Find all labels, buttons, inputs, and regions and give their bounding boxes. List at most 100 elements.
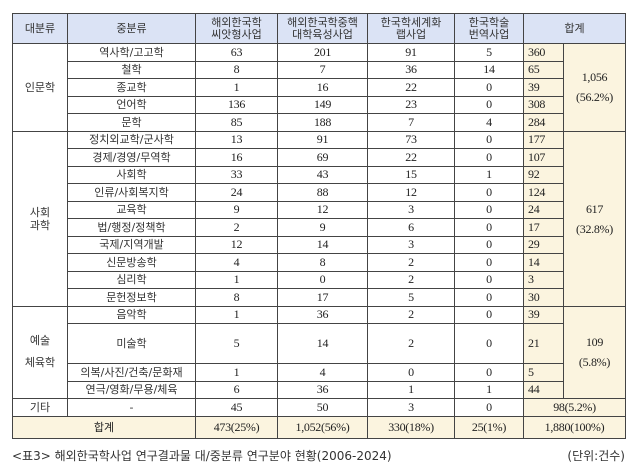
table-row: 예술 체육학 음악학 1 36 2 0 39 109 (5.8%) xyxy=(12,305,626,399)
minor-category: 국제/지역개발 xyxy=(67,235,196,254)
header-line: 해외한국학 xyxy=(211,15,262,29)
value-translation: 0 xyxy=(454,305,524,324)
major-line: 사회 xyxy=(29,205,51,219)
value-core: 12 xyxy=(277,200,368,219)
total-core: 1,052(56%) xyxy=(277,415,368,439)
value-core: 0 xyxy=(277,270,368,289)
value-core: 7 xyxy=(277,60,368,79)
value-lab: 2 xyxy=(367,323,455,364)
value-lab: 2 xyxy=(367,253,455,272)
header-minor-category: 중분류 xyxy=(67,13,196,44)
value-translation: 0 xyxy=(454,95,524,114)
value-core: 4 xyxy=(277,363,368,382)
major-line: 체육학 xyxy=(24,356,56,370)
value-core: 16 xyxy=(277,78,368,97)
table-row: 문학 85 188 7 4 284 xyxy=(13,113,626,132)
value-seed: 9 xyxy=(195,200,278,219)
header-total: 합계 xyxy=(523,13,626,44)
value-lab: 3 xyxy=(367,398,455,417)
value-translation: 0 xyxy=(454,78,524,97)
value-translation: 0 xyxy=(454,270,524,289)
caption-title: <표3> 해외한국학사업 연구결과물 대/중분류 연구분야 현황(2006-20… xyxy=(12,449,392,463)
table-row: 국제/지역개발 12 14 3 0 29 xyxy=(13,235,626,254)
value-translation: 0 xyxy=(454,398,524,417)
value-lab: 22 xyxy=(367,78,455,97)
header-line: 한국학술 xyxy=(468,15,510,29)
value-translation: 4 xyxy=(454,113,524,132)
value-seed: 136 xyxy=(195,95,278,114)
value-seed: 4 xyxy=(195,253,278,272)
value-core: 17 xyxy=(277,288,368,307)
table-caption: <표3> 해외한국학사업 연구결과물 대/중분류 연구분야 현황(2006-20… xyxy=(12,447,625,464)
value-lab: 73 xyxy=(367,130,455,149)
value-lab: 1 xyxy=(367,380,455,399)
value-lab: 3 xyxy=(367,235,455,254)
value-translation: 1 xyxy=(454,165,524,184)
value-core: 69 xyxy=(277,148,368,167)
group-total-value: 1,056 xyxy=(581,70,608,85)
row-sum: 65 xyxy=(523,60,564,79)
row-sum: 21 xyxy=(523,323,564,364)
group-total-arts-physical-education: 109 (5.8%) xyxy=(563,305,626,399)
value-translation: 0 xyxy=(454,148,524,167)
value-translation: 0 xyxy=(454,253,524,272)
header-core-university-program: 해외한국학중핵 대학육성사업 xyxy=(277,13,368,44)
value-seed: 8 xyxy=(195,288,278,307)
group-total-percent: (56.2%) xyxy=(576,90,613,105)
row-sum: 17 xyxy=(523,218,564,237)
value-lab: 6 xyxy=(367,218,455,237)
value-core: 88 xyxy=(277,183,368,202)
table-row: 언어학 136 149 23 0 308 xyxy=(13,95,626,114)
header-seed-program: 해외한국학 씨앗형사업 xyxy=(195,13,278,44)
minor-category: 문학 xyxy=(67,113,196,132)
minor-category: 정치외교학/군사학 xyxy=(67,130,196,149)
value-translation: 1 xyxy=(454,380,524,399)
major-category-arts-physical-education: 예술 체육학 xyxy=(12,305,68,399)
total-translation: 25(1%) xyxy=(454,415,524,439)
table-row: 문헌정보학 8 17 5 0 30 xyxy=(13,288,626,307)
row-sum: 360 xyxy=(523,43,564,62)
value-translation: 0 xyxy=(454,363,524,382)
row-sum: 39 xyxy=(523,78,564,97)
value-seed: 12 xyxy=(195,235,278,254)
value-seed: 85 xyxy=(195,113,278,132)
table-row: 인문학 역사학/고고학 63 201 91 5 360 1,056 (56.2%) xyxy=(12,43,626,132)
header-line: 한국학세계화 xyxy=(380,15,442,29)
other-total: 98(5.2%) xyxy=(523,398,626,417)
value-seed: 16 xyxy=(195,148,278,167)
header-line: 해외한국학중핵 xyxy=(287,15,358,29)
table-row: 심리학 1 0 2 0 3 xyxy=(13,270,626,289)
minor-category: 신문방송학 xyxy=(67,253,196,272)
grand-total-label: 합계 xyxy=(12,415,196,439)
value-core: 14 xyxy=(277,323,368,364)
value-lab: 2 xyxy=(367,305,455,324)
table-row: 연극/영화/무용/체육 6 36 1 1 44 xyxy=(13,380,626,399)
total-seed: 473(25%) xyxy=(195,415,278,439)
row-sum: 39 xyxy=(523,305,564,324)
value-seed: 1 xyxy=(195,78,278,97)
grand-total: 1,880(100%) xyxy=(523,415,626,439)
value-core: 50 xyxy=(277,398,368,417)
value-core: 149 xyxy=(277,95,368,114)
table-row: 교육학 9 12 3 0 24 xyxy=(13,200,626,219)
row-sum: 124 xyxy=(523,183,564,202)
value-seed: 1 xyxy=(195,270,278,289)
grand-total-row: 합계 473(25%) 1,052(56%) 330(18%) 25(1%) 1… xyxy=(12,415,626,439)
row-sum: 308 xyxy=(523,95,564,114)
minor-category: 언어학 xyxy=(67,95,196,114)
value-core: 43 xyxy=(277,165,368,184)
value-lab: 12 xyxy=(367,183,455,202)
value-seed: 6 xyxy=(195,380,278,399)
value-seed: 24 xyxy=(195,183,278,202)
header-row: 대분류 중분류 해외한국학 씨앗형사업 해외한국학중핵 대학육성사업 한국학세계화 랩… xyxy=(12,13,626,44)
minor-category: 역사학/고고학 xyxy=(67,43,196,62)
value-lab: 5 xyxy=(367,288,455,307)
value-core: 36 xyxy=(277,305,368,324)
table-row: 인류/사회복지학 24 88 12 0 124 xyxy=(13,183,626,202)
value-lab: 7 xyxy=(367,113,455,132)
group-total-social-science: 617 (32.8%) xyxy=(563,130,626,307)
row-sum: 30 xyxy=(523,288,564,307)
row-sum: 24 xyxy=(523,200,564,219)
value-core: 188 xyxy=(277,113,368,132)
row-sum: 44 xyxy=(523,380,564,399)
